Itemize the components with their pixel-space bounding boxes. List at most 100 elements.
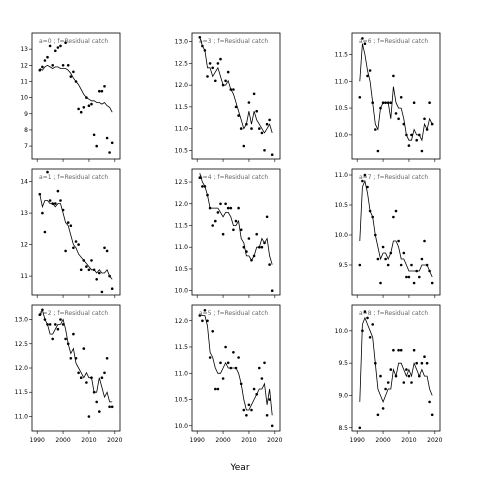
- data-point: [77, 107, 80, 111]
- data-point: [198, 314, 202, 317]
- data-point: [245, 122, 248, 126]
- data-point: [363, 173, 367, 177]
- data-point: [415, 138, 419, 142]
- data-point: [95, 144, 98, 148]
- data-point: [87, 268, 91, 272]
- data-point: [48, 44, 52, 48]
- fit-line: [199, 173, 273, 265]
- x-tick-label: 1990: [350, 437, 365, 444]
- data-point: [379, 374, 382, 378]
- data-point: [252, 254, 256, 258]
- data-point: [85, 265, 88, 268]
- y-tick-label: 11.0: [175, 126, 189, 133]
- panel-title: a=8 ; f=Residual catch: [359, 310, 428, 317]
- y-tick-label: 9: [24, 111, 28, 118]
- data-point: [208, 62, 212, 65]
- y-tick-label: 10.0: [335, 232, 349, 239]
- data-point: [245, 250, 248, 253]
- data-point: [206, 75, 209, 78]
- data-point: [216, 387, 220, 391]
- panel-a0: a=0 ; f=Residual catch 7 8 9 10 11 12 13: [20, 32, 121, 162]
- data-point: [77, 243, 80, 246]
- fit-line: [199, 37, 273, 134]
- y-tick-label: 11.5: [175, 222, 189, 229]
- data-point: [265, 414, 269, 417]
- data-point: [108, 274, 111, 278]
- data-point: [260, 245, 264, 249]
- data-point: [358, 96, 362, 99]
- data-point: [402, 251, 406, 255]
- y-tick-label: 12.0: [175, 318, 189, 325]
- data-point: [361, 329, 364, 333]
- data-point: [394, 209, 398, 213]
- data-point: [43, 230, 47, 234]
- data-point: [263, 149, 266, 152]
- data-point: [418, 275, 421, 279]
- data-point: [425, 128, 429, 131]
- data-point: [54, 49, 57, 53]
- data-point: [56, 189, 60, 193]
- data-point: [423, 355, 426, 359]
- data-point: [59, 199, 62, 202]
- data-point: [247, 101, 251, 104]
- data-point: [221, 377, 225, 380]
- data-point: [268, 118, 271, 122]
- data-point: [66, 342, 70, 346]
- data-point: [79, 268, 83, 272]
- y-tick-label: 11: [20, 78, 28, 85]
- data-point: [203, 309, 207, 312]
- data-point: [224, 345, 227, 349]
- y-tick-label: 13: [20, 210, 28, 217]
- data-point: [234, 105, 238, 109]
- data-point: [407, 374, 411, 378]
- data-point: [98, 89, 101, 93]
- data-point: [211, 66, 214, 70]
- data-point: [392, 215, 395, 219]
- data-point: [98, 271, 101, 275]
- data-point: [82, 259, 86, 262]
- data-point: [43, 318, 47, 321]
- data-point: [371, 215, 375, 219]
- data-point: [214, 79, 217, 83]
- fit-line: [359, 43, 433, 142]
- data-point: [389, 251, 393, 255]
- data-point: [198, 36, 202, 39]
- data-point: [268, 263, 271, 266]
- data-point: [428, 400, 431, 404]
- data-point: [232, 351, 235, 354]
- panel-a6: a=6 ; f=Residual catch 10.0 10.5 11.0 11.5: [335, 32, 441, 162]
- data-point: [247, 237, 251, 240]
- data-point: [43, 59, 47, 62]
- data-point: [72, 246, 75, 250]
- y-tick-label: 8.5: [338, 425, 348, 432]
- data-point: [41, 65, 44, 69]
- data-point: [85, 96, 88, 99]
- data-point: [92, 133, 96, 137]
- x-tick-label: 2010: [81, 437, 96, 444]
- data-point: [415, 361, 419, 365]
- panel-a4: a=4 ; f=Residual catch 10.0 10.5 11.0 11.5 12…: [175, 168, 281, 298]
- y-tick-label: 11.5: [335, 51, 349, 58]
- y-tick-label: 10.5: [335, 202, 349, 209]
- data-point: [368, 209, 372, 213]
- data-point: [412, 101, 416, 104]
- data-point: [56, 46, 60, 49]
- data-point: [48, 199, 52, 202]
- y-tick-label: 9.5: [338, 360, 348, 367]
- data-point: [61, 208, 65, 212]
- data-point: [381, 101, 385, 104]
- data-point: [110, 405, 114, 409]
- data-point: [410, 263, 413, 267]
- y-tick-label: 10.5: [175, 266, 189, 273]
- y-tick-label: 11.5: [175, 104, 189, 111]
- data-point: [268, 398, 271, 401]
- data-point: [69, 357, 73, 360]
- data-point: [234, 219, 238, 223]
- y-tick-label: 12.5: [15, 341, 29, 348]
- panel-title: a=3 ; f=Residual catch: [199, 38, 268, 45]
- panel-a1: a=1 ; f=Residual catch 11 12 13 14: [20, 168, 121, 298]
- y-tick-label: 12.5: [175, 60, 189, 67]
- data-point: [226, 361, 230, 365]
- data-point: [423, 117, 426, 121]
- data-point: [208, 206, 212, 210]
